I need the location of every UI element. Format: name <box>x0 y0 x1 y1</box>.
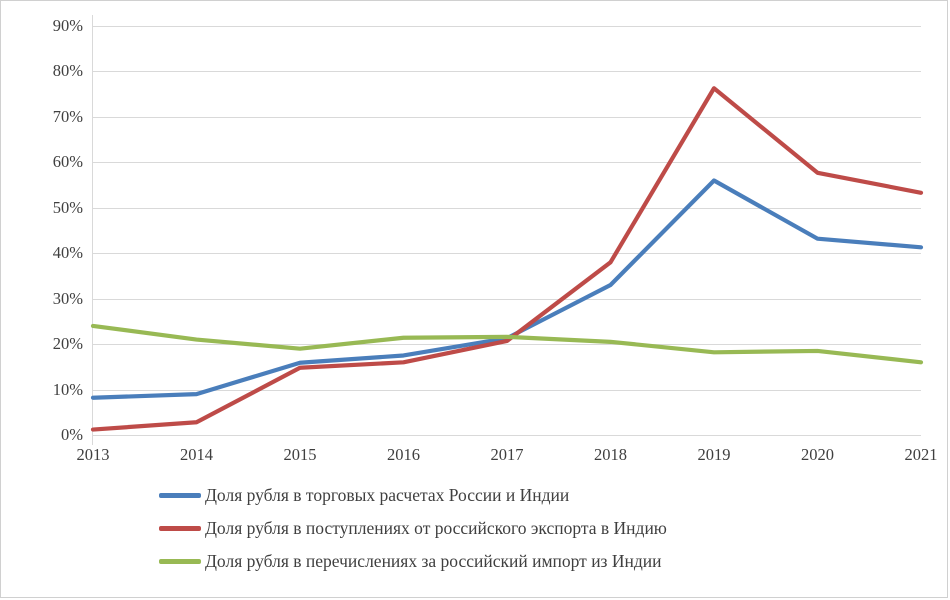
x-axis-tick-label: 2017 <box>490 445 524 464</box>
legend-item[interactable]: Доля рубля в торговых расчетах России и … <box>1 479 949 512</box>
legend-color-swatch <box>159 559 201 564</box>
gridline <box>93 207 921 209</box>
x-axis-tick-label: 2020 <box>801 445 834 464</box>
y-axis-tick-label: 50% <box>52 197 83 217</box>
y-axis-tick-label: 20% <box>52 333 83 353</box>
x-axis-tick-label: 2018 <box>594 445 627 464</box>
y-axis-tick-label: 90% <box>52 15 83 35</box>
y-axis-tick-label: 30% <box>52 288 83 308</box>
gridline <box>93 298 921 300</box>
legend-label: Доля рубля в перечислениях за российский… <box>205 550 662 571</box>
gridline <box>93 26 921 27</box>
gridline <box>93 389 921 391</box>
y-axis-tick-label: 60% <box>52 152 83 172</box>
legend-color-swatch <box>159 526 201 531</box>
legend-color-swatch <box>159 493 201 498</box>
legend-item[interactable]: Доля рубля в поступлениях от российского… <box>1 512 949 545</box>
plot-area <box>90 26 924 436</box>
x-axis-tick-labels: 2013 2014 2015 2016 2017 2018 2019 2020 2021 <box>77 445 938 471</box>
x-axis-baseline <box>93 435 921 436</box>
legend-item[interactable]: Доля рубля в перечислениях за российский… <box>1 545 949 578</box>
y-axis-tick-label: 80% <box>52 61 83 81</box>
gridline <box>93 162 921 164</box>
gridline <box>93 116 921 118</box>
x-axis-tick-label: 2016 <box>387 445 420 464</box>
legend-label: Доля рубля в поступлениях от российского… <box>205 517 667 538</box>
x-axis-tick-label: 2013 <box>76 445 110 464</box>
gridline <box>93 71 921 73</box>
y-axis-tick-label: 0% <box>61 424 83 444</box>
series-lines <box>90 86 924 432</box>
series-line <box>90 86 924 432</box>
y-axis-tick-label: 40% <box>52 242 83 262</box>
gridline <box>93 253 921 255</box>
y-axis-tick-label: 70% <box>52 106 83 126</box>
gridline <box>93 344 921 346</box>
series-line <box>90 178 924 400</box>
y-axis-tick-labels: 0% 10% 20% 30% 40% 50% 60% 70% 80% 90% <box>11 17 83 442</box>
x-axis-tick-label: 2015 <box>283 445 317 464</box>
legend-label: Доля рубля в торговых расчетах России и … <box>205 484 570 505</box>
x-axis-tick-label: 2021 <box>904 445 938 464</box>
x-axis-tick-label: 2019 <box>697 445 731 464</box>
x-axis-tick-label: 2014 <box>180 445 213 464</box>
y-axis-tick-label: 10% <box>52 379 83 399</box>
series-line <box>90 323 924 365</box>
chart-legend: Доля рубля в торговых расчетах России и … <box>1 479 949 578</box>
y-axis-spine <box>92 15 93 445</box>
